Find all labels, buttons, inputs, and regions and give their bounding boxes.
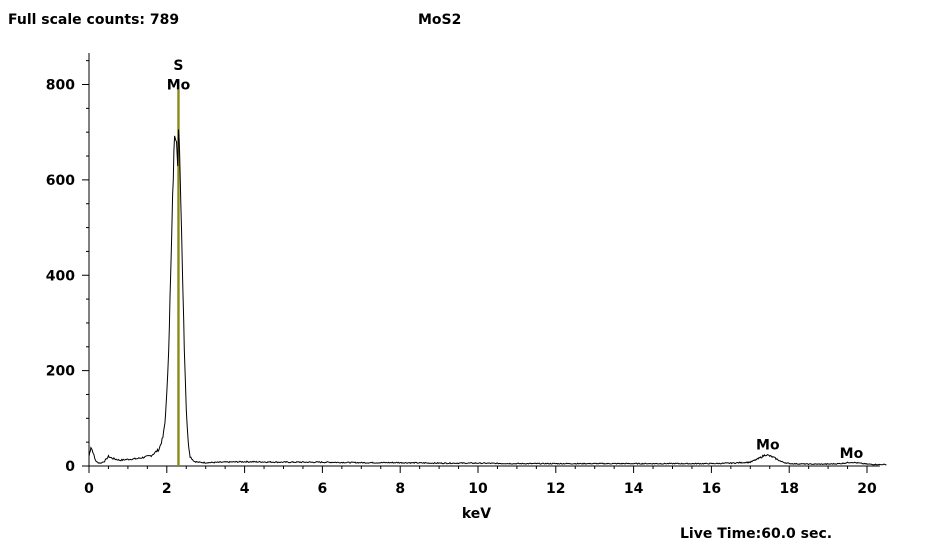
y-tick-label: 0 <box>65 459 75 475</box>
peak-label-s: S <box>173 58 183 74</box>
x-axis-label: keV <box>462 506 491 522</box>
y-tick-label: 800 <box>46 78 75 94</box>
x-tick-label: 10 <box>468 481 488 497</box>
chart-title: MoS2 <box>418 12 462 28</box>
peak-label-mo: Mo <box>167 77 191 93</box>
x-tick-label: 20 <box>857 481 877 497</box>
x-tick-label: 4 <box>240 481 250 497</box>
peak-label-mo: Mo <box>840 446 864 462</box>
x-tick-label: 12 <box>546 481 565 497</box>
x-tick-label: 16 <box>702 481 721 497</box>
full-scale-counts: Full scale counts: 789 <box>8 12 180 28</box>
x-tick-label: 18 <box>779 481 798 497</box>
peak-label-mo: Mo <box>756 437 780 453</box>
x-tick-label: 14 <box>624 481 644 497</box>
y-tick-label: 600 <box>46 173 75 189</box>
x-tick-label: 2 <box>162 481 172 497</box>
y-tick-label: 200 <box>46 364 75 380</box>
y-tick-label: 400 <box>46 268 75 284</box>
x-tick-label: 6 <box>318 481 328 497</box>
x-tick-label: 0 <box>84 481 94 497</box>
live-time: Live Time:60.0 sec. <box>680 526 833 542</box>
spectrum-line <box>88 129 887 466</box>
x-tick-label: 8 <box>395 481 405 497</box>
